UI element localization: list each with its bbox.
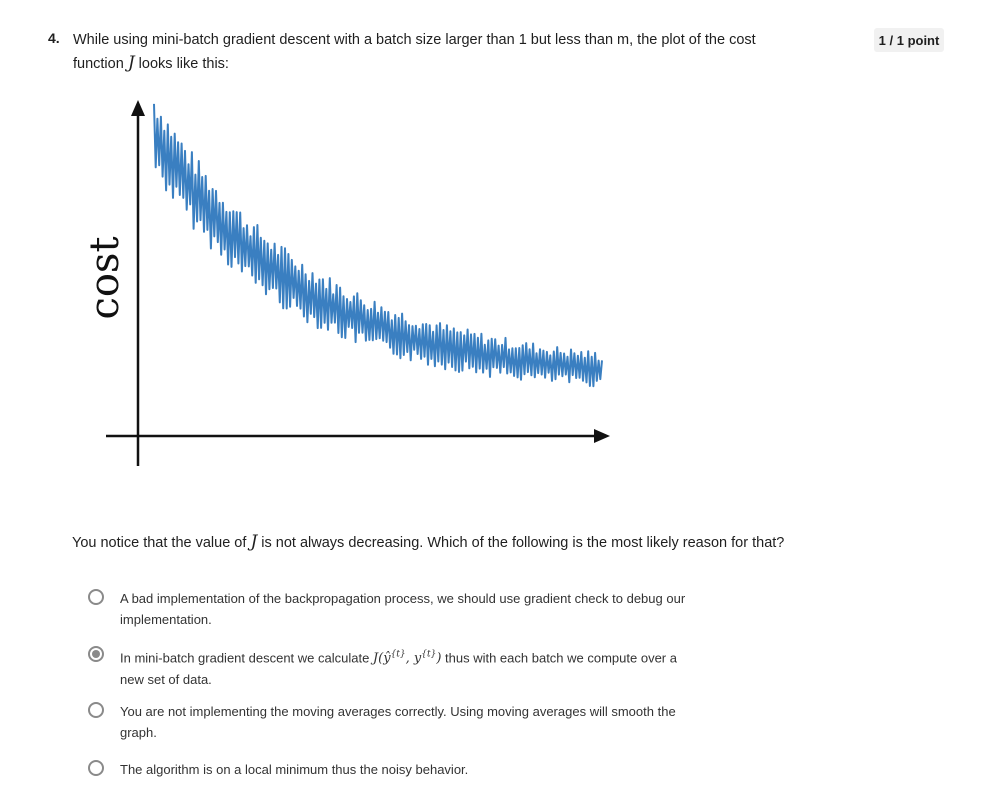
option-2-radio[interactable] (88, 646, 104, 662)
option-2-label-before: In mini-batch gradient descent we calcul… (120, 650, 373, 666)
option-4-label: The algorithm is on a local minimum thus… (120, 762, 469, 777)
y-axis-arrow (131, 100, 145, 116)
question-text-line2-before: function (73, 56, 128, 72)
prompt-after: is not always decreasing. Which of the f… (257, 535, 785, 551)
option-3-label: You are not implementing the moving aver… (120, 704, 676, 740)
question-number: 4. (48, 30, 60, 46)
question-text-line2-after: looks like this: (134, 56, 229, 72)
option-1-label: A bad implementation of the backpropagat… (120, 591, 686, 627)
prompt-before: You notice that the value of (72, 535, 251, 551)
option-3[interactable]: You are not implementing the moving aver… (88, 701, 700, 743)
option-3-radio[interactable] (88, 702, 104, 718)
cost-chart-svg: cost (82, 100, 610, 466)
option-4[interactable]: The algorithm is on a local minimum thus… (88, 759, 700, 780)
option-1[interactable]: A bad implementation of the backpropagat… (88, 588, 700, 630)
prompt-math-j: J (250, 532, 258, 552)
option-1-radio[interactable] (88, 589, 104, 605)
cost-chart: cost (70, 88, 630, 473)
option-2-label-after: thus with each batch we compute over a n… (120, 650, 677, 688)
question-text-line1: While using mini-batch gradient descent … (73, 32, 756, 48)
cost-series-line (153, 103, 603, 388)
score-badge: 1 / 1 point (874, 28, 944, 52)
option-2-math: J(ŷ{t}, y{t}) (372, 650, 442, 667)
question-math-j: J (127, 53, 135, 73)
option-2[interactable]: In mini-batch gradient descent we calcul… (88, 645, 700, 690)
y-axis-label: cost (82, 236, 128, 319)
question-text: While using mini-batch gradient descent … (73, 29, 833, 76)
option-2-label: In mini-batch gradient descent we calcul… (120, 645, 700, 690)
option-4-radio[interactable] (88, 760, 104, 776)
prompt-text: You notice that the value of J is not al… (72, 531, 784, 555)
x-axis-arrow (594, 429, 610, 443)
